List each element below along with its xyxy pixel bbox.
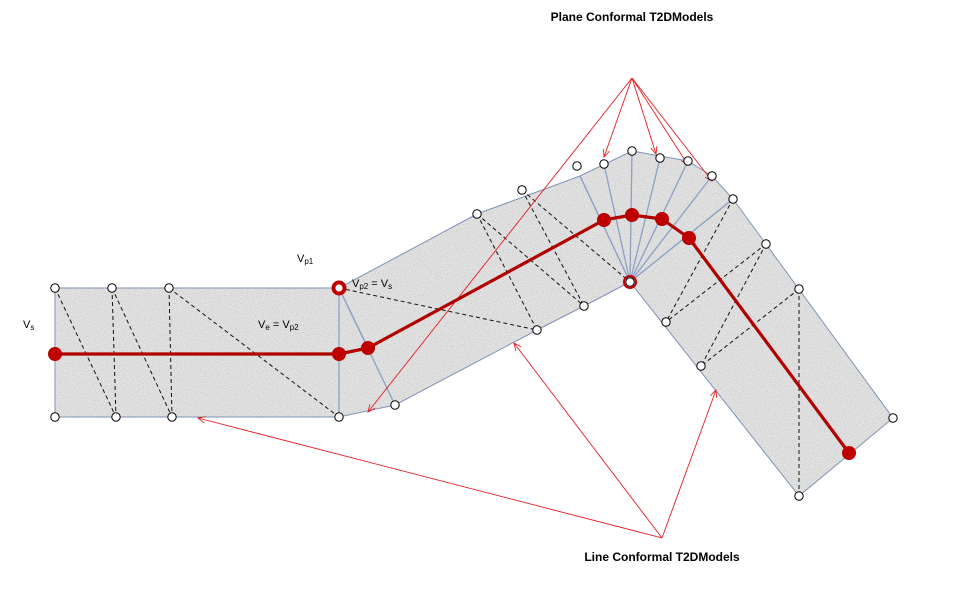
line-region-middle [338,175,631,418]
label-vs-left: Vs [23,319,34,332]
path-nodes [48,208,856,460]
node-mid-start [361,341,375,355]
node-pivot [623,275,637,289]
node-start [48,347,62,361]
plane-callout-title: Plane Conformal T2DModels [551,10,714,24]
node-arc-2 [625,208,639,222]
label-vp1: Vp1 [297,253,314,266]
regions [54,150,894,497]
node-arc-3 [655,212,669,226]
label-ve-vp2: Ve = Vp2 [258,319,299,332]
node-arc-4 [682,231,696,245]
line-callout-arrows [198,343,716,539]
node-end [842,446,856,460]
mesh-vertices [50,146,898,501]
plane-callout-arrows [368,77,712,412]
node-end-left [332,347,346,361]
node-vp1-inner [335,284,343,292]
label-vp2-vs: Vp2 = Vs [352,278,392,291]
line-callout-title: Line Conformal T2DModels [584,550,740,564]
node-arc-1 [597,213,611,227]
